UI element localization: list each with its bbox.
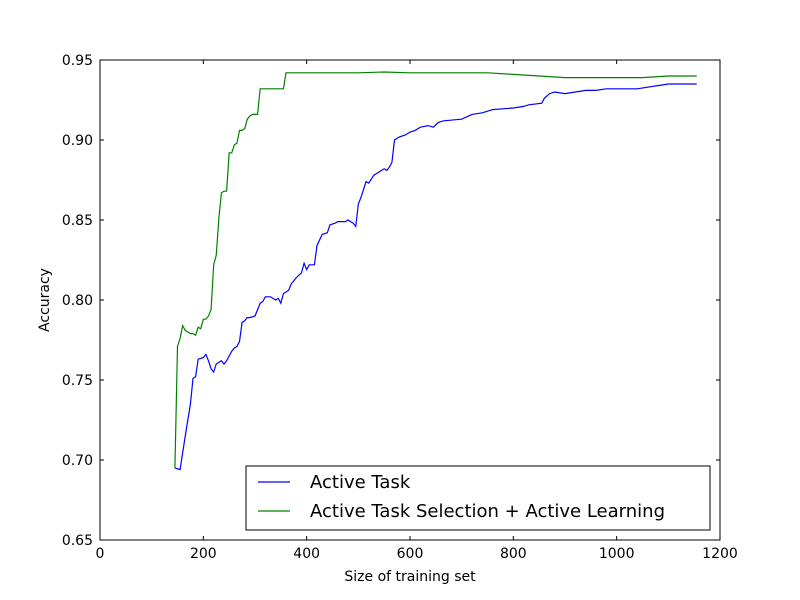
y-axis-label: Accuracy [37, 268, 53, 332]
y-tick-label: 0.80 [62, 293, 93, 309]
x-axis-ticks: 0 200 400 600 800 1000 1200 [96, 60, 738, 562]
y-tick-label: 0.90 [62, 133, 93, 149]
x-tick-label: 600 [397, 546, 424, 562]
y-tick-label: 0.95 [62, 53, 93, 69]
x-axis-label: Size of training set [344, 569, 476, 585]
y-tick-label: 0.85 [62, 213, 93, 229]
series-line-1 [174, 83, 697, 471]
x-tick-label: 1000 [599, 546, 635, 562]
y-tick-label: 0.75 [62, 373, 93, 389]
x-tick-label: 200 [190, 546, 217, 562]
y-tick-label: 0.65 [62, 533, 93, 549]
y-axis-ticks: 0.65 0.70 0.75 0.80 0.85 0.90 0.95 [62, 53, 720, 549]
x-tick-label: 1200 [702, 546, 738, 562]
legend: Active Task Active Task Selection + Activ… [245, 465, 711, 531]
series-lines [174, 71, 697, 471]
x-tick-label: 800 [500, 546, 527, 562]
x-tick-label: 400 [293, 546, 320, 562]
y-tick-label: 0.70 [62, 453, 93, 469]
x-tick-label: 0 [96, 546, 105, 562]
legend-label-2: Active Task Selection + Active Learning [310, 501, 665, 522]
legend-label-1: Active Task [310, 472, 411, 493]
legend-box [245, 465, 711, 531]
series-line-2 [174, 71, 697, 469]
